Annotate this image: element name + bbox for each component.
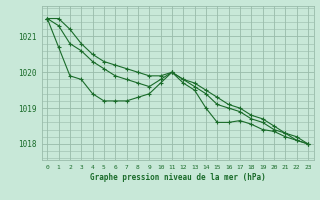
X-axis label: Graphe pression niveau de la mer (hPa): Graphe pression niveau de la mer (hPa): [90, 173, 266, 182]
